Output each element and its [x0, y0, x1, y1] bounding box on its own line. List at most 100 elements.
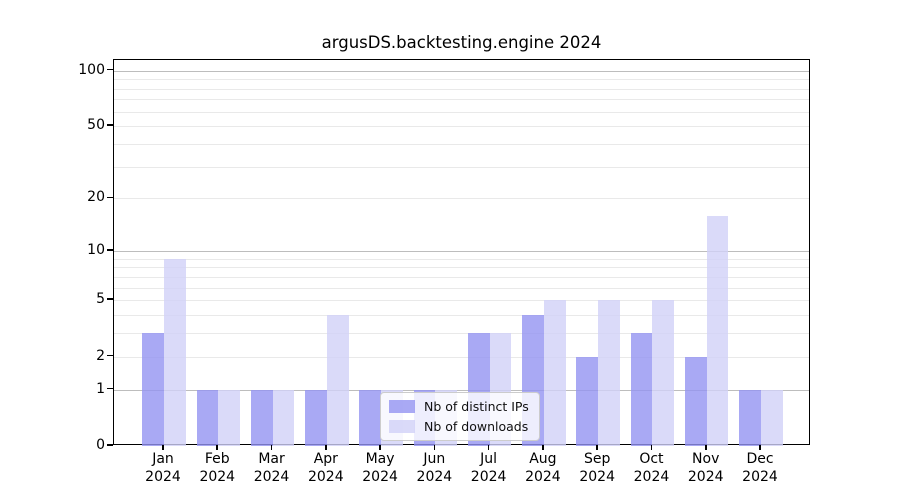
- x-tick-mark-mar: [270, 445, 273, 450]
- y-tick-mark-100: [107, 68, 113, 71]
- y-tick-mark-1: [107, 387, 113, 390]
- x-tick-mark-may: [379, 445, 381, 450]
- bar-distinct-ips-sep: [576, 356, 599, 446]
- x-tick-year: 2024: [579, 468, 615, 485]
- x-tick-label-jun: Jun 2024: [402, 451, 466, 486]
- x-tick-year: 2024: [742, 468, 778, 485]
- x-tick-year: 2024: [307, 468, 344, 485]
- bar-downloads-jan: [164, 258, 186, 446]
- minor-gridline-7: [114, 276, 809, 278]
- y-tick-label-10: 10: [87, 241, 105, 258]
- x-tick-year: 2024: [145, 468, 181, 485]
- x-tick-month: Jan: [152, 451, 174, 467]
- x-tick-label-jul: Jul 2024: [457, 451, 521, 486]
- bar-distinct-ips-dec: [739, 389, 761, 446]
- minor-gridline-70: [114, 99, 809, 101]
- minor-gridline-3: [114, 333, 809, 335]
- x-tick-label-sep: Sep 2024: [565, 451, 629, 486]
- x-tick-mark-apr: [325, 445, 327, 450]
- minor-gridline-5: [114, 300, 809, 302]
- plot-area: Nb of distinct IPs Nb of downloads: [113, 59, 810, 446]
- x-tick-month: Dec: [746, 451, 774, 467]
- x-tick-label-mar: Mar 2024: [240, 451, 304, 486]
- x-tick-month: Feb: [204, 451, 230, 467]
- y-tick-label-50: 50: [87, 117, 105, 134]
- x-tick-month: Aug: [529, 451, 557, 467]
- x-tick-label-oct: Oct 2024: [619, 451, 683, 486]
- minor-gridline-50: [114, 126, 809, 128]
- legend-item-downloads: Nb of downloads: [389, 419, 529, 434]
- x-tick-month: May: [365, 451, 395, 467]
- x-tick-mark-jan: [162, 445, 164, 450]
- bar-downloads-apr: [326, 315, 349, 446]
- bar-downloads-mar: [272, 389, 295, 446]
- bar-downloads-sep: [598, 300, 620, 446]
- y-tick-label-100: 100: [78, 61, 105, 78]
- bar-distinct-ips-jan: [142, 333, 164, 446]
- x-tick-year: 2024: [362, 468, 398, 485]
- x-tick-month: Mar: [258, 451, 285, 467]
- legend-swatch-distinct-ips: [389, 400, 415, 413]
- minor-gridline-8: [114, 267, 809, 269]
- bar-distinct-ips-may: [359, 389, 382, 446]
- x-tick-month: Jun: [423, 451, 446, 467]
- bar-distinct-ips-mar: [250, 389, 273, 446]
- y-tick-label-2: 2: [96, 347, 105, 364]
- x-tick-month: Jul: [480, 451, 498, 467]
- legend-label-distinct-ips: Nb of distinct IPs: [424, 399, 529, 414]
- x-tick-label-may: May 2024: [348, 451, 412, 486]
- minor-gridline-6: [114, 287, 809, 289]
- y-tick-label-5: 5: [96, 291, 105, 308]
- minor-gridline-40: [114, 143, 809, 145]
- x-tick-label-feb: Feb 2024: [185, 451, 249, 486]
- x-tick-label-dec: Dec 2024: [728, 451, 792, 486]
- x-tick-mark-jun: [433, 445, 436, 450]
- bar-downloads-feb: [218, 389, 240, 446]
- bar-distinct-ips-oct: [630, 333, 653, 446]
- x-tick-mark-oct: [650, 445, 653, 450]
- bar-distinct-ips-feb: [196, 389, 219, 446]
- x-tick-month: Oct: [639, 451, 664, 467]
- y-tick-label-20: 20: [87, 189, 105, 206]
- y-tick-mark-0: [107, 444, 113, 446]
- x-tick-month: Apr: [313, 451, 338, 467]
- x-tick-mark-jul: [487, 445, 490, 450]
- minor-gridline-9: [114, 258, 809, 260]
- x-tick-mark-dec: [759, 445, 761, 450]
- minor-gridline-4: [114, 315, 809, 317]
- bar-downloads-nov: [706, 215, 729, 446]
- legend-swatch-downloads: [389, 420, 415, 433]
- x-tick-mark-sep: [596, 445, 598, 450]
- x-tick-year: 2024: [687, 468, 724, 485]
- legend: Nb of distinct IPs Nb of downloads: [380, 392, 540, 441]
- minor-gridline-20: [114, 198, 809, 200]
- x-tick-year: 2024: [470, 468, 507, 485]
- legend-label-downloads: Nb of downloads: [424, 419, 529, 434]
- major-gridline-10: [114, 250, 809, 252]
- y-tick-mark-20: [107, 196, 113, 199]
- y-tick-mark-5: [107, 298, 113, 301]
- x-tick-year: 2024: [633, 468, 670, 485]
- chart-title: argusDS.backtesting.engine 2024: [321, 33, 602, 52]
- y-tick-label-1: 1: [96, 380, 105, 397]
- major-gridline-100: [114, 70, 809, 72]
- x-tick-year: 2024: [416, 468, 453, 485]
- x-tick-mark-aug: [542, 445, 544, 450]
- bar-distinct-ips-apr: [305, 389, 327, 446]
- x-tick-label-jan: Jan 2024: [131, 451, 195, 486]
- minor-gridline-2: [114, 356, 809, 358]
- minor-gridline-30: [114, 166, 809, 168]
- y-tick-label-0: 0: [96, 437, 105, 453]
- x-tick-month: Sep: [583, 451, 611, 467]
- bar-downloads-oct: [652, 300, 675, 446]
- legend-item-distinct-ips: Nb of distinct IPs: [389, 399, 529, 414]
- major-gridline-1: [114, 389, 809, 391]
- x-tick-label-nov: Nov 2024: [674, 451, 738, 486]
- bar-downloads-dec: [761, 389, 783, 446]
- x-tick-label-aug: Aug 2024: [511, 451, 575, 486]
- x-tick-mark-nov: [704, 445, 707, 450]
- minor-gridline-90: [114, 79, 809, 81]
- minor-gridline-60: [114, 111, 809, 113]
- x-tick-month: Nov: [692, 451, 720, 467]
